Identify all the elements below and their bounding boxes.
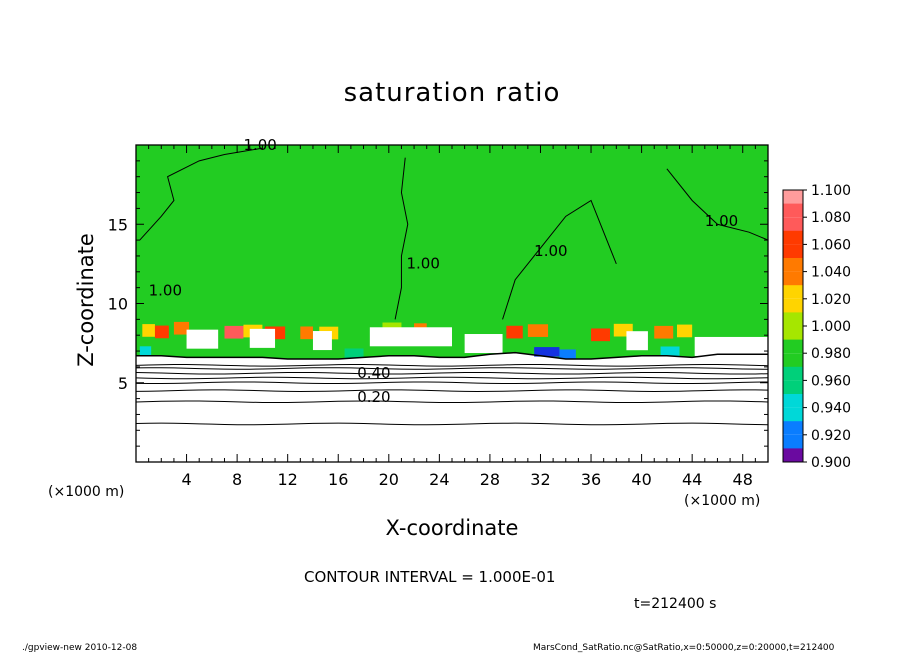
cloud-patch — [312, 331, 332, 351]
footer-data-source: MarsCond_SatRatio.nc@SatRatio,x=0:50000,… — [533, 643, 835, 653]
contour-line — [666, 168, 769, 241]
x-tick-label: 36 — [581, 470, 601, 489]
colorbar-label: 1.100 — [811, 183, 851, 199]
cloud-patch — [660, 346, 680, 357]
footer-program-date: ./gpview-new 2010-12-08 — [22, 643, 138, 653]
cloud-patch — [369, 327, 452, 347]
x-tick-label: 40 — [631, 470, 651, 489]
colorbar-label: 0.900 — [811, 455, 851, 471]
x-tick-label: 8 — [232, 470, 242, 489]
time-label: t=212400 s — [634, 596, 717, 612]
cloud-patch — [527, 324, 549, 337]
colorbar-segment — [783, 421, 803, 435]
colorbar-label: 0.920 — [811, 428, 851, 444]
contour-interval-label: CONTOUR INTERVAL = 1.000E-01 — [304, 568, 556, 586]
cloud-patch — [676, 324, 693, 338]
contour-label: 1.00 — [534, 242, 567, 260]
contour-line — [135, 367, 769, 370]
colorbar-segment — [783, 190, 803, 205]
cloud-patch — [534, 347, 560, 357]
cloud-patch — [173, 321, 190, 335]
x-tick-label: 48 — [733, 470, 753, 489]
contour-label: 1.00 — [149, 282, 182, 300]
x-tick-label: 12 — [278, 470, 298, 489]
chart-title: saturation ratio — [343, 78, 561, 108]
cloud-patch — [591, 328, 610, 342]
contour-line — [135, 364, 769, 367]
cloud-patch — [186, 329, 219, 349]
cloud-patch — [224, 325, 244, 339]
cloud-patch — [694, 336, 768, 356]
saturated-region — [136, 145, 768, 359]
y-tick-label: 15 — [108, 215, 128, 234]
colorbar-segment — [783, 339, 803, 354]
contour-label: 1.00 — [705, 212, 738, 230]
colorbar-label: 0.960 — [811, 373, 851, 389]
cloud-patch — [626, 331, 648, 351]
colorbar-label: 1.000 — [811, 319, 851, 335]
cloud-patch — [139, 346, 152, 356]
y-axis-unit: (×1000 m) — [48, 484, 125, 500]
colorbar-label: 0.940 — [811, 401, 851, 417]
colorbar-segment — [783, 448, 803, 462]
cloud-patch — [464, 334, 503, 354]
cloud-patch — [249, 328, 276, 348]
colorbar-label: 1.060 — [811, 237, 851, 253]
cloud-patch — [142, 324, 155, 337]
contour-line — [135, 400, 769, 404]
contour-line — [135, 376, 769, 380]
colorbar-segment — [783, 285, 803, 299]
colorbar-segment — [783, 326, 803, 341]
x-tick-label: 28 — [480, 470, 500, 489]
colorbar-segment — [783, 407, 803, 422]
colorbar-label: 1.080 — [811, 210, 851, 226]
cloud-patch — [300, 326, 313, 340]
contour-label: 0.40 — [357, 364, 390, 382]
contour-line — [136, 351, 768, 360]
colorbar-segment — [783, 353, 803, 368]
colorbar-segment — [783, 217, 803, 232]
contour-line — [135, 381, 769, 385]
colorbar-segment — [783, 312, 803, 326]
x-tick-label: 44 — [682, 470, 702, 489]
cloud-patch — [506, 325, 523, 339]
contour-line — [394, 157, 409, 320]
colorbar-segment — [783, 366, 803, 381]
contour-label: 0.20 — [357, 388, 390, 406]
colorbar-label: 1.020 — [811, 292, 851, 308]
x-axis-label: X-coordinate — [385, 516, 519, 540]
colorbar-segment — [783, 380, 803, 395]
contour-line — [135, 389, 769, 392]
x-tick-label: 4 — [181, 470, 191, 489]
colorbar-segment — [783, 258, 803, 272]
colorbar-segment — [783, 298, 803, 313]
colorbar-segment — [783, 203, 803, 218]
x-tick-label: 24 — [429, 470, 449, 489]
contour-line — [139, 147, 263, 241]
colorbar-segment — [783, 434, 803, 449]
contour-line — [135, 371, 769, 375]
cloud-patch — [559, 349, 576, 359]
colorbar-label: 0.980 — [811, 346, 851, 362]
x-axis-unit: (×1000 m) — [684, 493, 761, 509]
y-tick-label: 5 — [118, 374, 128, 393]
colorbar-segment — [783, 271, 803, 286]
contour-label: 1.00 — [406, 255, 439, 273]
colorbar-segment — [783, 230, 803, 245]
colorbar-label: 1.040 — [811, 265, 851, 281]
colorbar-segment — [783, 394, 803, 408]
x-tick-label: 20 — [379, 470, 399, 489]
x-tick-label: 32 — [530, 470, 550, 489]
colorbar-segment — [783, 244, 803, 259]
contour-line — [135, 422, 769, 426]
cloud-patch — [344, 348, 364, 358]
cloud-patch — [654, 325, 674, 339]
cloud-patch — [154, 325, 169, 339]
y-tick-label: 10 — [108, 295, 128, 314]
contour-line — [502, 199, 617, 320]
x-tick-label: 16 — [328, 470, 348, 489]
